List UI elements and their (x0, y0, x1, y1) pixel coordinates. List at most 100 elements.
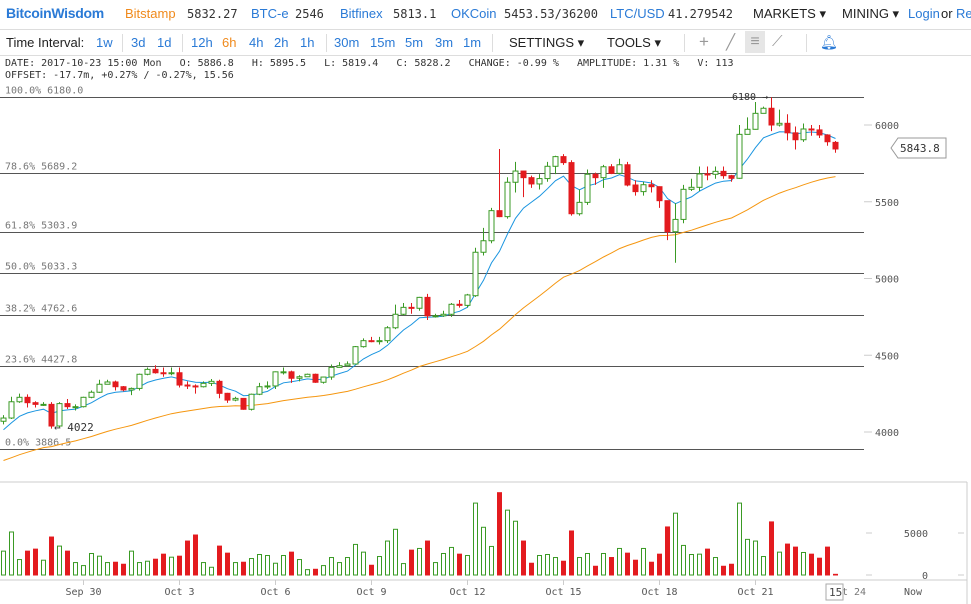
interval-3d[interactable]: 3d (131, 35, 146, 50)
market-ltcusd[interactable]: LTC/USD (610, 6, 665, 21)
candle (56, 402, 63, 428)
candle-body (744, 128, 751, 135)
volume-tick-label: 5000 (904, 529, 928, 540)
volume-bar (833, 573, 838, 576)
market-bitstamp[interactable]: Bitstamp (125, 6, 176, 21)
candle (184, 381, 191, 390)
volume-bar (393, 528, 398, 576)
candle (360, 338, 367, 348)
interval-2h[interactable]: 2h (274, 35, 289, 50)
interval-5m[interactable]: 5m (405, 35, 424, 50)
interval-6h[interactable]: 6h (222, 35, 237, 50)
mining-menu[interactable]: MINING ▾ (842, 6, 900, 21)
candle (672, 203, 679, 263)
candle (544, 161, 551, 182)
candle (512, 161, 519, 193)
candle-body (704, 173, 711, 176)
candle (472, 247, 479, 297)
candle-body (136, 373, 143, 389)
fan-tool-icon[interactable]: ⟋ (772, 33, 783, 50)
candle-body (256, 386, 263, 395)
volume-bar (9, 531, 14, 576)
volume-bar (577, 557, 582, 576)
volume-bar (129, 550, 134, 576)
candle (128, 387, 135, 396)
candle-body (792, 132, 799, 141)
price-tick-label: 4500 (875, 351, 899, 362)
interval-1m[interactable]: 1m (463, 35, 482, 50)
market-okcoin[interactable]: OKCoin (451, 6, 497, 21)
register-link[interactable]: Re (956, 6, 971, 21)
candle-body (240, 397, 247, 410)
candle-body (488, 210, 495, 242)
volume-bar (785, 543, 790, 576)
candle (80, 396, 87, 408)
markets-menu[interactable]: MARKETS ▾ (753, 6, 826, 21)
info-line-1: DATE: 2017-10-23 15:00 Mon O: 5886.8 H: … (5, 58, 734, 69)
volume-bar (697, 553, 702, 576)
candle (712, 166, 719, 179)
tools-menu[interactable]: TOOLS ▾ (607, 35, 661, 50)
candle-body (712, 170, 719, 175)
volume-bar (601, 552, 606, 576)
price-tick-label: 6000 (875, 121, 899, 132)
volume-bar (281, 555, 286, 576)
candle-body (208, 380, 215, 384)
fib-tool-icon[interactable]: ≡ (745, 31, 765, 53)
candle-body (632, 184, 639, 193)
interval-30m[interactable]: 30m (334, 35, 360, 50)
candle (72, 404, 79, 411)
alert-bell-icon[interactable]: 🔔︎ (820, 34, 838, 50)
candle-body (688, 186, 695, 190)
fib-label: 78.6% 5689.2 (5, 162, 77, 173)
login-link[interactable]: Login (908, 6, 940, 21)
candle-body (560, 156, 567, 164)
interval-3m[interactable]: 3m (435, 35, 454, 50)
market-btce[interactable]: BTC-e (251, 6, 289, 21)
candle (152, 365, 159, 374)
candle (328, 364, 335, 380)
settings-menu[interactable]: SETTINGS ▾ (509, 35, 585, 50)
candle (480, 227, 487, 256)
candle-body (824, 134, 831, 143)
interval-12h[interactable]: 12h (191, 35, 213, 50)
candle (752, 101, 759, 130)
candle (664, 200, 671, 241)
volume-bar (489, 545, 494, 576)
candle-body (552, 156, 559, 167)
interval-4h[interactable]: 4h (249, 35, 264, 50)
volume-bar (721, 565, 726, 576)
candle-body (64, 403, 71, 408)
candle (424, 293, 431, 320)
interval-15m[interactable]: 15m (370, 35, 396, 50)
interval-1h[interactable]: 1h (300, 35, 315, 50)
market-bitfinex[interactable]: Bitfinex (340, 6, 383, 21)
candle-body (272, 371, 279, 387)
volume-bar (641, 547, 646, 576)
candle-body (32, 402, 39, 405)
volume-bar (561, 560, 566, 576)
volume-bar (25, 550, 30, 576)
volume-bar (569, 530, 574, 576)
price-bitstamp: 5832.27 (187, 7, 238, 21)
candle (648, 180, 655, 193)
candle-body (768, 107, 775, 126)
interval-1d[interactable]: 1d (157, 35, 172, 50)
candle-body (160, 372, 167, 375)
volume-bar (665, 526, 670, 576)
time-tick-label: Oct 9 (356, 587, 386, 598)
line-tool-icon[interactable]: ╱ (726, 34, 736, 51)
volume-bar (633, 559, 638, 576)
volume-bar (681, 544, 686, 576)
candle (560, 154, 567, 165)
candle-body (424, 296, 431, 317)
candle (64, 398, 71, 409)
interval-1w[interactable]: 1w (96, 35, 113, 50)
crosshair-icon[interactable]: + (699, 32, 709, 51)
brand-logo[interactable]: BitcoinWisdom (6, 5, 104, 21)
candle (312, 373, 319, 383)
time-tick-label: Oct 3 (164, 587, 194, 598)
candle (208, 379, 215, 386)
price-tick-label: 5000 (875, 275, 899, 286)
